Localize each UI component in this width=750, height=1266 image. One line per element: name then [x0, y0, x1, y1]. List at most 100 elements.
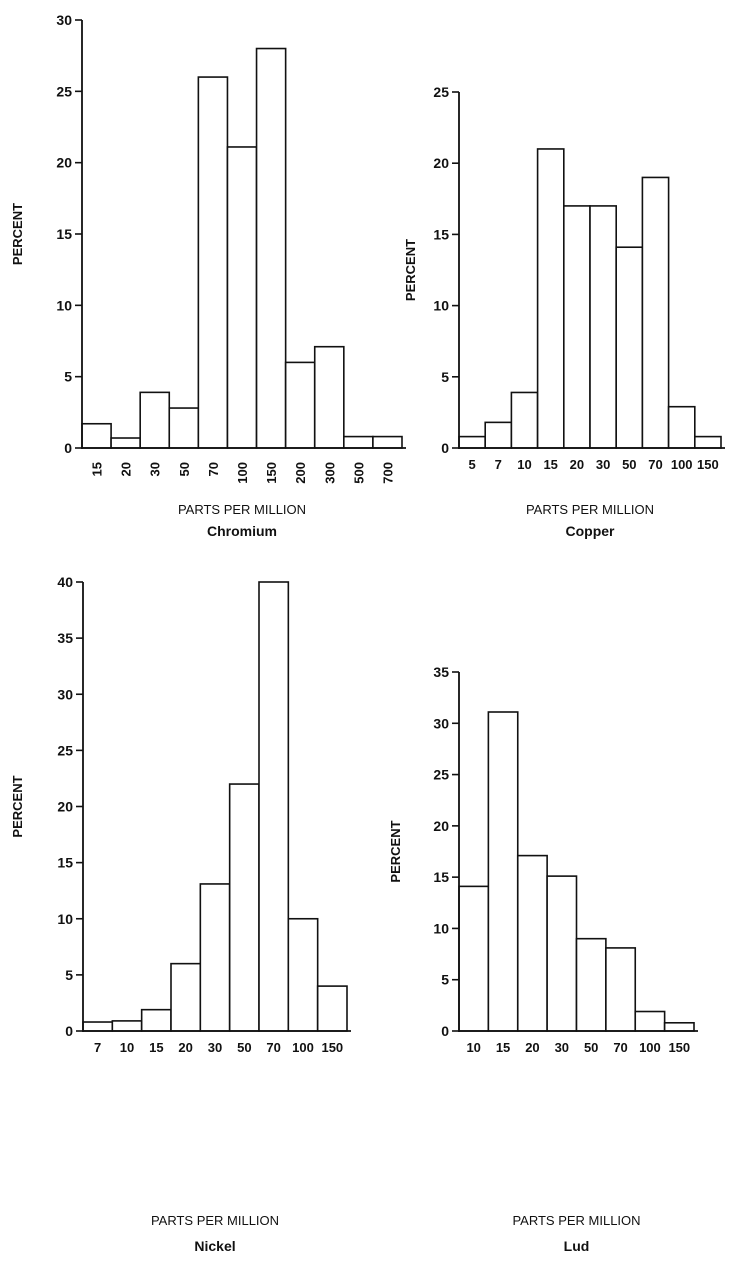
x-tick-label: 15 [543, 457, 557, 472]
chart-lud: 0 5 10 15 20 25 30 35 10 15 20 30 50 70 100 150 PERCENT P… [388, 664, 698, 1254]
x-tick-label: 10 [517, 457, 531, 472]
bar-copper-20 [562, 205, 591, 449]
y-tick-label: 20 [433, 155, 449, 171]
y-tick-label: 10 [57, 911, 73, 927]
bar-nickel-100 [287, 917, 319, 1032]
y-tick-label: 5 [441, 369, 449, 385]
bar-chromium-200 [284, 361, 316, 449]
y-axis-label: PERCENT [10, 203, 25, 265]
chart-chromium: 0 5 10 15 20 25 30 15 20 30 50 70 100 150 200 300 500 700… [10, 12, 406, 539]
x-tick-label: 10 [466, 1040, 480, 1055]
x-tick-label: 10 [120, 1040, 134, 1055]
bar-lud-15 [487, 711, 519, 1032]
x-tick-label: 200 [293, 462, 308, 484]
bar-lud-150 [663, 1021, 695, 1032]
y-tick-label: 40 [57, 574, 73, 590]
x-tick-label: 50 [584, 1040, 598, 1055]
x-tick-label: 15 [496, 1040, 510, 1055]
y-tick-label: 35 [57, 630, 73, 646]
bar-copper-5 [458, 435, 487, 449]
bar-copper-100 [667, 405, 696, 449]
x-tick-label: 15 [90, 462, 105, 476]
bar-chromium-70 [197, 76, 229, 449]
x-tick-label: 7 [495, 457, 502, 472]
y-tick-label: 15 [56, 226, 72, 242]
x-tick-label: 30 [148, 462, 163, 476]
bar-nickel-10 [111, 1020, 143, 1032]
x-tick-label: 30 [555, 1040, 569, 1055]
chart-title: Copper [566, 523, 616, 539]
x-tick-label: 15 [149, 1040, 163, 1055]
x-tick-label: 300 [322, 462, 337, 484]
y-tick-label: 0 [64, 440, 72, 456]
y-tick-label: 25 [57, 742, 73, 758]
y-tick-label: 35 [433, 664, 449, 680]
y-tick-label: 15 [433, 869, 449, 885]
x-tick-label: 20 [570, 457, 584, 472]
bar-lud-70 [605, 947, 637, 1032]
bar-lud-10 [458, 885, 490, 1032]
x-tick-label: 150 [697, 457, 719, 472]
bar-chromium-500 [343, 435, 374, 449]
bar-chromium-300 [313, 345, 345, 449]
y-tick-label: 10 [433, 920, 449, 936]
x-tick-label: 20 [525, 1040, 539, 1055]
chart-copper: 0 5 10 15 20 25 5 7 10 15 20 30 50 70 100 150 PERCENT PAR… [403, 84, 725, 539]
bar-nickel-7 [82, 1021, 114, 1032]
x-tick-label: 20 [178, 1040, 192, 1055]
bar-lud-20 [516, 854, 548, 1032]
y-tick-label: 20 [433, 818, 449, 834]
x-tick-label: 100 [671, 457, 693, 472]
bar-copper-30 [589, 205, 618, 449]
bar-chromium-100 [226, 146, 258, 449]
bar-chromium-15 [81, 422, 112, 449]
y-tick-label: 10 [433, 298, 449, 314]
x-tick-label: 5 [468, 457, 475, 472]
x-axis-label: PARTS PER MILLION [526, 502, 654, 517]
x-tick-label: 500 [351, 462, 366, 484]
x-tick-label: 70 [613, 1040, 627, 1055]
x-tick-label: 30 [596, 457, 610, 472]
x-tick-label: 70 [648, 457, 662, 472]
x-tick-label: 100 [292, 1040, 314, 1055]
x-tick-label: 100 [235, 462, 250, 484]
y-tick-label: 5 [65, 967, 73, 983]
x-tick-label: 7 [94, 1040, 101, 1055]
bar-chromium-50 [168, 407, 200, 449]
x-axis-label: PARTS PER MILLION [151, 1213, 279, 1228]
y-tick-label: 30 [433, 715, 449, 731]
bar-nickel-150 [316, 985, 348, 1032]
y-axis-label: PERCENT [388, 820, 403, 882]
y-tick-label: 20 [57, 799, 73, 815]
chart-title: Nickel [194, 1238, 235, 1254]
x-tick-label: 70 [266, 1040, 280, 1055]
bar-nickel-15 [140, 1008, 172, 1032]
y-tick-label: 10 [56, 297, 72, 313]
y-tick-label: 30 [57, 686, 73, 702]
y-tick-label: 0 [441, 1023, 449, 1039]
x-tick-label: 100 [639, 1040, 661, 1055]
bar-nickel-70 [258, 581, 290, 1032]
y-tick-label: 20 [56, 155, 72, 171]
bar-copper-150 [693, 435, 722, 449]
x-tick-label: 20 [119, 462, 134, 476]
x-axis-label: PARTS PER MILLION [512, 1213, 640, 1228]
y-axis-label: PERCENT [403, 239, 418, 301]
y-tick-label: 0 [65, 1023, 73, 1039]
bar-copper-15 [536, 148, 565, 449]
x-tick-label: 50 [622, 457, 636, 472]
x-tick-label: 50 [237, 1040, 251, 1055]
chart-nickel: 0 5 10 15 20 25 30 35 40 7 10 15 20 30 50 70 100 150 PERCE… [10, 574, 351, 1254]
y-tick-label: 5 [441, 972, 449, 988]
bar-copper-70 [641, 176, 670, 449]
bar-nickel-50 [228, 783, 260, 1032]
bar-chromium-30 [139, 391, 171, 449]
x-tick-label: 150 [321, 1040, 343, 1055]
x-tick-label: 150 [668, 1040, 690, 1055]
x-tick-label: 50 [177, 462, 192, 476]
x-tick-label: 700 [380, 462, 395, 484]
chart-title: Chromium [207, 523, 277, 539]
bar-lud-30 [546, 875, 578, 1032]
bar-chromium-700 [372, 435, 403, 449]
